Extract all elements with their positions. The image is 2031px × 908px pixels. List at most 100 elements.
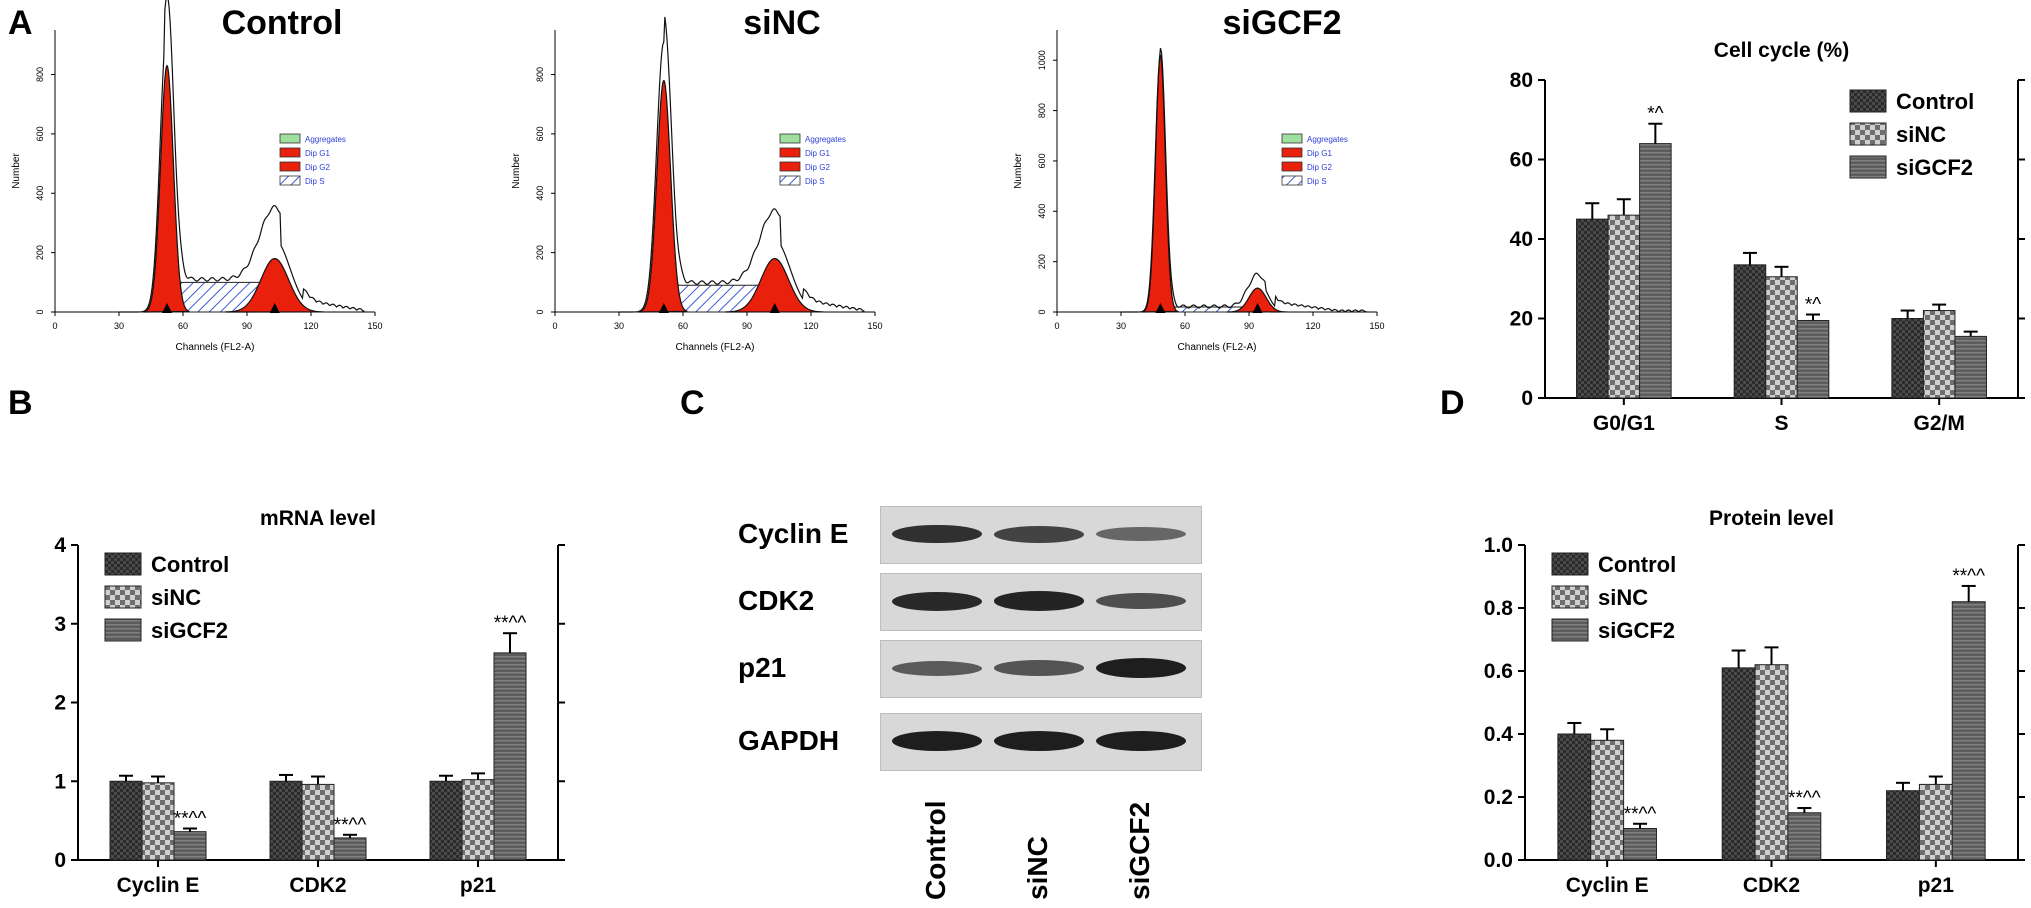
legend-swatch [279, 175, 301, 186]
y-tick-label: 600 [535, 126, 545, 141]
x-tick-label: 0 [1054, 321, 1059, 331]
legend-label: Dip G1 [1307, 149, 1332, 158]
legend-swatch [279, 161, 301, 172]
y-tick-label: 800 [1037, 103, 1047, 118]
significance-label: **^^ [494, 613, 527, 634]
y-tick-label: 1000 [1037, 50, 1047, 70]
y-tick-label: 0.0 [1484, 849, 1513, 872]
legend-swatch [779, 147, 801, 158]
x-tick-label: 30 [1116, 321, 1126, 331]
bar [1796, 319, 1830, 399]
legend-swatch [779, 133, 801, 144]
blot-band [892, 524, 982, 544]
legend-swatch [279, 133, 301, 144]
blot-band [892, 660, 982, 676]
legend-swatch [1281, 161, 1303, 172]
legend-swatch [104, 585, 142, 609]
x-tick-label: 150 [367, 321, 382, 331]
significance-label: **^^ [1624, 804, 1657, 825]
legend-label: Control [1896, 89, 1974, 114]
blot-band [994, 525, 1084, 543]
x-axis-label: Channels (FL2-A) [1178, 342, 1257, 353]
peak-marker [269, 303, 280, 313]
bar [1576, 218, 1609, 399]
x-tick-label: Cyclin E [117, 874, 200, 897]
blot-band [994, 591, 1084, 611]
bar [461, 779, 495, 861]
blot-band [892, 591, 982, 611]
legend-swatch [1551, 585, 1589, 609]
x-tick-label: G0/G1 [1593, 412, 1655, 435]
bar [1787, 812, 1822, 861]
raw-histogram-outline [119, 0, 365, 313]
legend-swatch [1849, 122, 1887, 146]
x-tick-label: 90 [242, 321, 252, 331]
x-tick-label: p21 [1918, 874, 1955, 897]
flow-title-control: Control [221, 4, 343, 42]
x-tick-label: 30 [614, 321, 624, 331]
blot-row-label: CDK2 [738, 585, 815, 616]
bar [1590, 739, 1625, 861]
legend-label: Dip G2 [1307, 163, 1332, 172]
y-tick-label: 3 [54, 613, 66, 636]
y-axis-label: Number [11, 153, 22, 189]
y-tick-label: 1 [54, 770, 66, 793]
y-tick-label: 0 [35, 309, 45, 314]
y-axis-label: Number [511, 153, 522, 189]
bar-chart-2: mRNA level 0 1 2 3 4 Cyclin E CDK2 p21 **^^ **^^ **… [54, 507, 565, 897]
blot-band [1096, 593, 1186, 609]
legend-swatch [1849, 89, 1887, 113]
significance-label: *^ [1805, 295, 1821, 316]
blot-band [1096, 658, 1186, 678]
y-tick-label: 0 [1037, 309, 1047, 314]
legend-swatch [1551, 552, 1589, 576]
y-tick-label: 40 [1510, 228, 1533, 251]
bar [301, 783, 335, 861]
g1-peak [639, 79, 688, 313]
x-tick-label: 90 [1244, 321, 1254, 331]
legend-label: siNC [151, 585, 201, 610]
g2-peak [225, 258, 324, 313]
x-tick-label: 0 [52, 321, 57, 331]
significance-label: **^^ [1952, 566, 1985, 587]
y-tick-label: 4 [54, 534, 66, 557]
legend-label: Dip G1 [805, 149, 830, 158]
flow-histogram-3: 0 30 60 90 120 150 0 200 400 600 800 1000 Channels (… [1013, 30, 1385, 353]
significance-label: **^^ [1788, 788, 1821, 809]
bar [429, 780, 463, 861]
panel-label-a: A [8, 4, 33, 42]
blot-band [1096, 527, 1186, 541]
legend-swatch [1849, 155, 1887, 179]
legend-label: siGCF2 [1598, 618, 1675, 643]
legend-label: Aggregates [805, 135, 846, 144]
panel-label-b: B [8, 384, 33, 422]
y-tick-label: 0 [54, 849, 66, 872]
legend-label: siGCF2 [151, 618, 228, 643]
peak-marker [769, 303, 780, 313]
x-tick-label: S [1774, 412, 1788, 435]
x-tick-label: 120 [803, 321, 818, 331]
y-tick-label: 800 [35, 67, 45, 82]
x-tick-label: G2/M [1913, 412, 1964, 435]
bar [1623, 828, 1657, 861]
legend-swatch [1551, 618, 1589, 642]
legend-swatch [1281, 133, 1303, 144]
bar [1891, 318, 1924, 399]
y-tick-label: 60 [1510, 149, 1533, 172]
bar-chart-1: Cell cycle (%) 0 20 40 60 80 G0/G1 S G2/M *^ *^ Con… [1510, 39, 2025, 435]
y-tick-label: 0.4 [1484, 723, 1514, 746]
legend-label: siNC [1896, 122, 1946, 147]
legend-swatch [1281, 175, 1303, 186]
y-tick-label: 400 [535, 186, 545, 201]
blot-lane-label: siGCF2 [1124, 801, 1155, 900]
chart-title: mRNA level [260, 507, 376, 530]
legend-label: Aggregates [305, 135, 346, 144]
y-tick-label: 600 [35, 126, 45, 141]
x-tick-label: 120 [1305, 321, 1320, 331]
g1-peak [144, 64, 190, 313]
significance-label: **^^ [334, 815, 367, 836]
y-tick-label: 20 [1510, 308, 1533, 331]
bar [1886, 790, 1920, 861]
x-tick-label: 0 [552, 321, 557, 331]
